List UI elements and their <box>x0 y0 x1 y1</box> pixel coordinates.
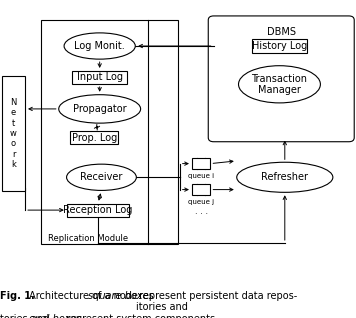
Text: tories and: tories and <box>0 314 52 318</box>
Text: Log Monit.: Log Monit. <box>74 41 125 51</box>
FancyBboxPatch shape <box>72 71 127 84</box>
Text: represent persistent data repos-
itories and: represent persistent data repos- itories… <box>136 291 297 312</box>
Ellipse shape <box>59 95 141 123</box>
Text: Reception Log: Reception Log <box>63 205 132 215</box>
Text: queue j: queue j <box>188 199 214 204</box>
Ellipse shape <box>237 162 333 192</box>
Text: oval boxes: oval boxes <box>29 314 82 318</box>
Ellipse shape <box>67 164 136 190</box>
Text: Fig. 1.: Fig. 1. <box>0 291 35 301</box>
Text: Architecture of a node:: Architecture of a node: <box>26 291 144 301</box>
Text: History Log: History Log <box>252 41 307 51</box>
FancyBboxPatch shape <box>192 158 210 169</box>
Text: Replication Module: Replication Module <box>48 234 128 243</box>
FancyBboxPatch shape <box>252 39 307 52</box>
Text: Refresher: Refresher <box>261 172 308 182</box>
FancyBboxPatch shape <box>2 76 25 191</box>
Ellipse shape <box>239 66 320 103</box>
Text: queue i: queue i <box>188 173 214 179</box>
Text: Input Log: Input Log <box>77 73 123 82</box>
Ellipse shape <box>64 33 135 59</box>
Text: . . .: . . . <box>195 207 208 216</box>
Text: Prop. Log: Prop. Log <box>72 133 117 143</box>
Text: square boxes: square boxes <box>88 291 154 301</box>
FancyBboxPatch shape <box>67 204 129 217</box>
Text: N
e
t
w
o
r
k: N e t w o r k <box>10 98 17 169</box>
Text: represent system components: represent system components <box>63 314 215 318</box>
Text: Propagator: Propagator <box>73 104 126 114</box>
Text: DBMS: DBMS <box>267 27 296 37</box>
FancyBboxPatch shape <box>192 184 210 195</box>
FancyBboxPatch shape <box>70 131 118 144</box>
Text: Transaction
Manager: Transaction Manager <box>251 73 308 95</box>
Text: Receiver: Receiver <box>80 172 123 182</box>
